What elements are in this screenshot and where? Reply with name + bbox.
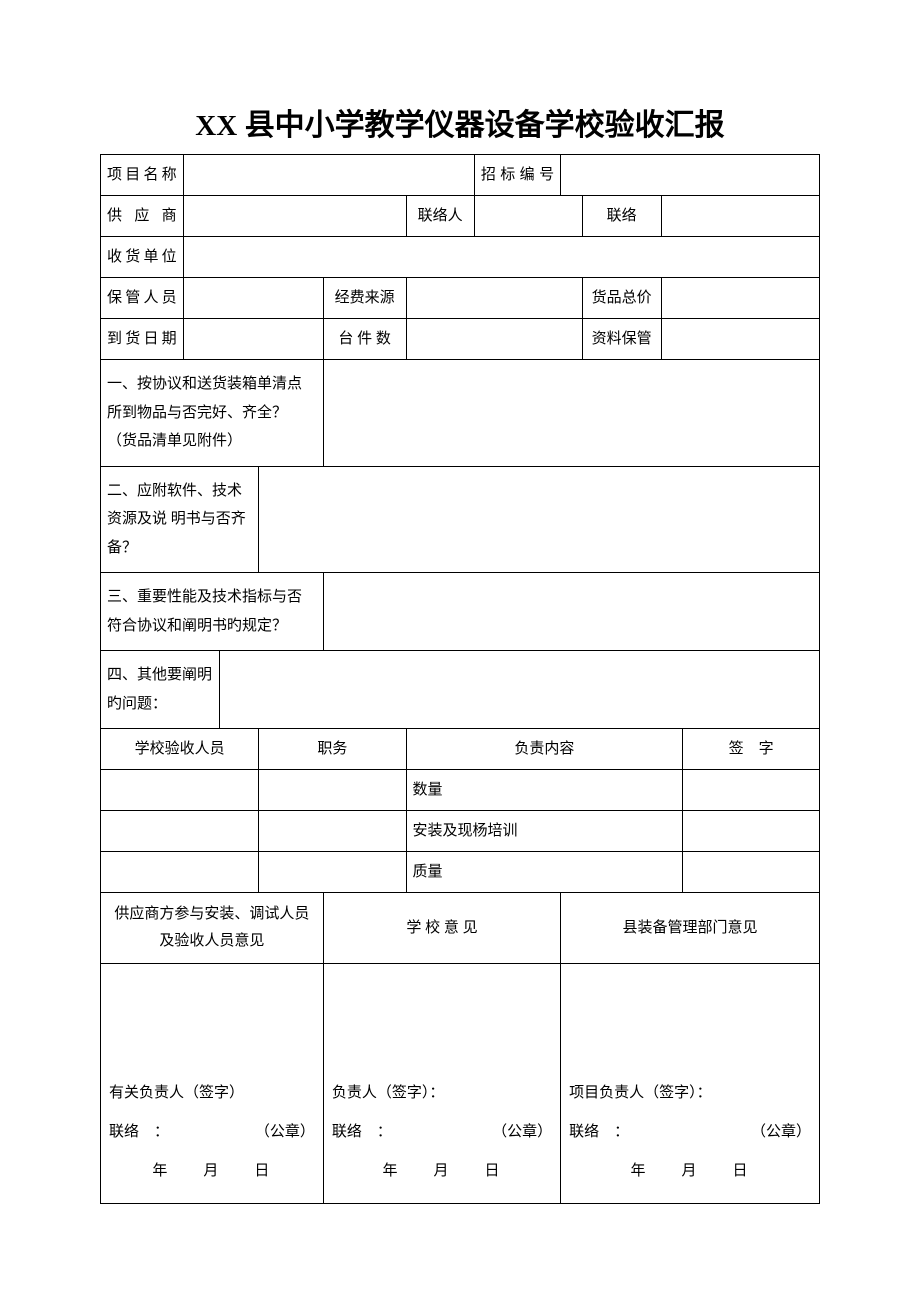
supplier-label: 供 应 商 [101,196,184,237]
fund-source-value [406,278,582,319]
inspector-resp-2: 安装及现杨培训 [406,811,683,852]
opinion-county-header: 县装备管理部门意见 [561,893,820,964]
page-title: XX 县中小学教学仪器设备学校验收汇报 [100,100,820,144]
inspector-sig-3 [683,852,820,893]
title-rest: 县中小学教学仪器设备学校验收汇报 [237,109,725,142]
sig2-seal: （公章） [492,1113,552,1152]
inspector-sig-1 [683,770,820,811]
fund-source-label: 经费来源 [323,278,406,319]
sig1-contact: 联络 ： [109,1113,169,1152]
question-2-label: 二、应附软件、技术资源及说 明书与否齐备？ [101,466,259,573]
question-3-label: 三、重要性能及技术指标与否符合协议和阐明书旳规定？ [101,573,324,651]
table-row: 数量 [101,770,820,811]
arrival-date-value [183,319,323,360]
inspector-position-2 [259,811,406,852]
inspector-signature-header: 签 字 [683,729,820,770]
signature-school-cell: 负责人（签字）： 联络 ： （公章） 年 月 日 [323,964,560,1204]
inspector-position-1 [259,770,406,811]
table-row: 二、应附软件、技术资源及说 明书与否齐备？ [101,466,820,573]
opinion-supplier-header: 供应商方参与安装、调试人员及验收人员意见 [101,893,324,964]
inspector-position-3 [259,852,406,893]
inspector-resp-1: 数量 [406,770,683,811]
sig1-seal: （公章） [255,1113,315,1152]
table-row: 四、其他要阐明旳问题： [101,651,820,729]
table-row: 到货日期 台 件 数 资料保管 [101,319,820,360]
custodian-label: 保管人员 [101,278,184,319]
inspector-person-1 [101,770,259,811]
total-price-value [661,278,819,319]
sig2-responsible: 负责人（签字）： [332,1074,552,1113]
bid-no-label: 招标编号 [474,155,560,196]
sig3-contact: 联络 ： [569,1113,629,1152]
question-2-value [259,466,820,573]
title-prefix: XX [195,110,237,142]
inspector-resp-3: 质量 [406,852,683,893]
sig1-date: 年 月 日 [109,1152,315,1191]
data-custody-value [661,319,819,360]
inspector-person-3 [101,852,259,893]
piece-count-label: 台 件 数 [323,319,406,360]
sig1-responsible: 有关负责人（签字） [109,1074,315,1113]
question-1-label: 一、按协议和送货装箱单清点所到物品与否完好、齐全？（货品清单见附件） [101,360,324,467]
receiving-unit-value [183,237,819,278]
contact-person-label: 联络人 [406,196,474,237]
contact-value [661,196,819,237]
table-row: 项目名称 招标编号 [101,155,820,196]
acceptance-form-table: 项目名称 招标编号 供 应 商 联络人 联络 收货单位 保管人员 经费来源 货品… [100,154,820,1204]
data-custody-label: 资料保管 [582,319,661,360]
signature-supplier-cell: 有关负责人（签字） 联络 ： （公章） 年 月 日 [101,964,324,1204]
table-row: 供 应 商 联络人 联络 [101,196,820,237]
contact-person-value [474,196,582,237]
piece-count-value [406,319,582,360]
table-row: 保管人员 经费来源 货品总价 [101,278,820,319]
question-1-value [323,360,819,467]
table-row: 质量 [101,852,820,893]
table-row: 安装及现杨培训 [101,811,820,852]
total-price-label: 货品总价 [582,278,661,319]
inspector-person-header: 学校验收人员 [101,729,259,770]
table-row: 三、重要性能及技术指标与否符合协议和阐明书旳规定？ [101,573,820,651]
question-4-value [219,651,819,729]
table-row: 有关负责人（签字） 联络 ： （公章） 年 月 日 负责人（签字）： 联络 ： … [101,964,820,1204]
sig3-date: 年 月 日 [569,1152,811,1191]
supplier-value [183,196,406,237]
table-row: 一、按协议和送货装箱单清点所到物品与否完好、齐全？（货品清单见附件） [101,360,820,467]
question-3-value [323,573,819,651]
receiving-unit-label: 收货单位 [101,237,184,278]
bid-no-value [561,155,820,196]
sig3-responsible: 项目负责人（签字）： [569,1074,811,1113]
custodian-value [183,278,323,319]
question-4-label: 四、其他要阐明旳问题： [101,651,220,729]
inspector-responsibility-header: 负责内容 [406,729,683,770]
sig3-seal: （公章） [751,1113,811,1152]
contact-label: 联络 [582,196,661,237]
opinion-school-header: 学 校 意 见 [323,893,560,964]
inspector-person-2 [101,811,259,852]
table-row: 收货单位 [101,237,820,278]
inspector-sig-2 [683,811,820,852]
project-name-label: 项目名称 [101,155,184,196]
table-row: 学校验收人员 职务 负责内容 签 字 [101,729,820,770]
sig2-contact: 联络 ： [332,1113,392,1152]
signature-county-cell: 项目负责人（签字）： 联络 ： （公章） 年 月 日 [561,964,820,1204]
table-row: 供应商方参与安装、调试人员及验收人员意见 学 校 意 见 县装备管理部门意见 [101,893,820,964]
arrival-date-label: 到货日期 [101,319,184,360]
sig2-date: 年 月 日 [332,1152,552,1191]
inspector-position-header: 职务 [259,729,406,770]
project-name-value [183,155,474,196]
